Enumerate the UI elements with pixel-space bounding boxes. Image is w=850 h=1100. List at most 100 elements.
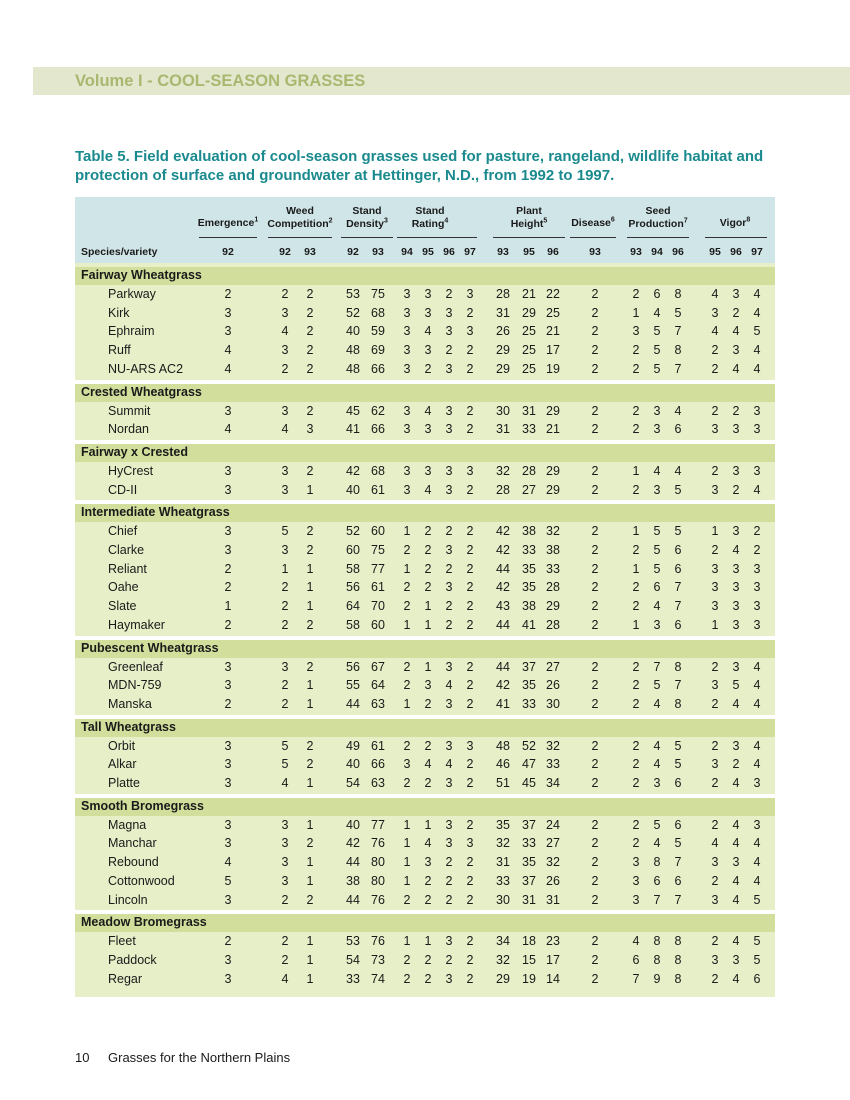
table-cell: 2 — [306, 287, 314, 301]
variety-name: CD-II — [108, 482, 138, 497]
table-cell: 3 — [403, 343, 411, 358]
table-cell: 2 — [732, 403, 740, 418]
table-cell: 58 — [346, 617, 360, 632]
table-cell: 2 — [632, 738, 640, 753]
table-row: Kirk 3 3 2 52 68 3 3 3 2 31 29 25 2 1 4 5 3 2 4 — [75, 305, 775, 323]
table-cell: 40 — [346, 482, 360, 497]
table-cell: 60 — [346, 543, 360, 557]
table-cell: 33 — [522, 422, 536, 437]
table-cell: 1 — [403, 855, 411, 870]
table-cell: 2 — [711, 817, 719, 832]
table-cell: 3 — [424, 422, 432, 437]
table-cell: 4 — [653, 599, 661, 614]
variety-name: Fleet — [108, 934, 136, 949]
table-cell: 66 — [371, 361, 385, 376]
table-cell: 19 — [546, 361, 560, 376]
table-cell: 2 — [403, 971, 411, 986]
group-name: Crested Wheatgrass — [81, 384, 202, 399]
table-cell: 33 — [522, 836, 536, 851]
table-cell: 2 — [632, 836, 640, 851]
publication-title: Grasses for the Northern Plains — [108, 1050, 291, 1065]
table-cell: 4 — [424, 482, 432, 497]
table-cell: 4 — [653, 836, 661, 851]
table-cell: 3 — [281, 873, 289, 888]
table-cell: 4 — [732, 696, 740, 711]
table-row: Slate 1 2 1 64 70 2 1 2 2 43 38 29 2 2 4 7 3 3 3 — [75, 598, 775, 616]
table-cell: 2 — [403, 580, 411, 595]
table-cell: 2 — [711, 971, 719, 986]
table-cell: 4 — [732, 873, 740, 888]
table-cell: 21 — [522, 287, 536, 301]
table-cell: 2 — [424, 580, 432, 595]
table-cell: 29 — [496, 343, 510, 358]
table-cell: 3 — [711, 580, 719, 595]
table-cell: 2 — [711, 343, 719, 358]
table-cell: 1 — [711, 524, 719, 539]
table-cell: 2 — [403, 776, 411, 790]
table-cell: 1 — [424, 659, 432, 674]
table-cell: 33 — [496, 873, 510, 888]
table-cell: 3 — [753, 403, 761, 418]
table-cell: 32 — [546, 855, 560, 870]
table-cell: 42 — [496, 543, 510, 557]
year-header-rating: 96 — [443, 246, 455, 258]
year-header-emergence: 92 — [222, 246, 234, 258]
variety-name: Clarke — [108, 543, 145, 557]
table-cell: 4 — [224, 361, 232, 376]
table-cell: 33 — [522, 543, 536, 557]
table-cell: 2 — [466, 952, 474, 967]
table-cell: 4 — [753, 855, 761, 870]
variety-name: HyCrest — [108, 463, 154, 478]
table-cell: 2 — [281, 287, 289, 301]
header-disease: Disease6 — [571, 216, 615, 230]
table-cell: 2 — [632, 817, 640, 832]
table-cell: 29 — [496, 361, 510, 376]
table-cell: 2 — [466, 543, 474, 557]
table-cell: 9 — [653, 971, 661, 986]
table-cell: 3 — [306, 422, 314, 437]
variety-name: Chief — [108, 524, 138, 539]
table-cell: 2 — [591, 287, 599, 301]
table-cell: 7 — [653, 659, 661, 674]
table-cell: 2 — [281, 361, 289, 376]
table-cell: 3 — [711, 422, 719, 437]
table-cell: 3 — [732, 659, 740, 674]
table-cell: 54 — [346, 952, 360, 967]
table-row: Chief 3 5 2 52 60 1 2 2 2 42 38 32 2 1 5 5 1 3 2 — [75, 523, 775, 541]
table-cell: 44 — [496, 561, 510, 576]
year-header-seed: 96 — [672, 246, 684, 258]
table-cell: 2 — [466, 422, 474, 437]
table-cell: 3 — [753, 817, 761, 832]
table-cell: 3 — [281, 855, 289, 870]
table-cell: 2 — [306, 659, 314, 674]
table-cell: 42 — [346, 463, 360, 478]
table-cell: 68 — [371, 305, 385, 320]
table-cell: 3 — [445, 817, 453, 832]
table-cell: 3 — [281, 543, 289, 557]
table-cell: 2 — [711, 463, 719, 478]
table-cell: 2 — [466, 617, 474, 632]
header-rule — [199, 237, 257, 238]
table-cell: 38 — [522, 524, 536, 539]
table-cell: 3 — [224, 952, 232, 967]
table-cell: 3 — [445, 482, 453, 497]
table-cell: 48 — [496, 738, 510, 753]
group-header: Intermediate Wheatgrass — [75, 504, 775, 523]
table-cell: 2 — [281, 617, 289, 632]
table-cell: 2 — [445, 343, 453, 358]
table-cell: 6 — [753, 971, 761, 986]
table-cell: 2 — [306, 305, 314, 320]
table-cell: 6 — [653, 580, 661, 595]
header-rule — [493, 237, 565, 238]
table-cell: 38 — [346, 873, 360, 888]
table-cell: 60 — [371, 524, 385, 539]
table-cell: 4 — [753, 738, 761, 753]
table-cell: 1 — [632, 561, 640, 576]
table-cell: 2 — [424, 971, 432, 986]
table-cell: 3 — [224, 305, 232, 320]
table-cell: 52 — [522, 738, 536, 753]
table-cell: 3 — [653, 422, 661, 437]
table-cell: 1 — [306, 580, 314, 595]
table-cell: 3 — [653, 482, 661, 497]
table-row: Regar 3 4 1 33 74 2 2 3 2 29 19 14 2 7 9 8 2 4 6 — [75, 971, 775, 989]
